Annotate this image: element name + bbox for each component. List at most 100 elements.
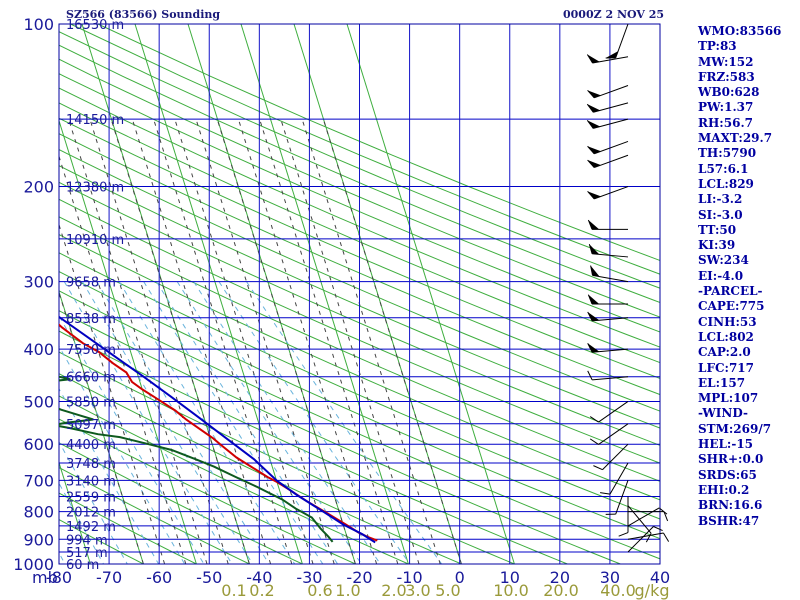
height-label: 1492 m <box>66 520 116 535</box>
mixing-ratio-label: 3.0 <box>405 581 430 600</box>
index-entry: LCL:802 <box>698 329 754 344</box>
wind-barb-feather <box>600 492 611 495</box>
stability-index-panel: WMO:83566 TP:83 MW:152 FRZ:583 WB0:628 PW:1.3… <box>698 24 798 529</box>
plot-frame <box>58 23 661 565</box>
chart-title: SZ566 (83566) Sounding <box>66 8 221 21</box>
pressure-tick-label: 100 <box>23 15 54 34</box>
mixing-ratio-line <box>246 281 443 564</box>
wind-barb-staff <box>592 253 629 258</box>
wind-barb-staff <box>598 423 629 445</box>
height-label: 517 m <box>66 546 108 561</box>
index-entry: LI:-3.2 <box>698 192 743 207</box>
wind-barb-pennant <box>587 191 601 199</box>
mixing-ratio-line <box>59 387 160 564</box>
moist-adiabat-line <box>237 118 378 564</box>
moist-adiabat-line <box>280 118 420 564</box>
wind-barb-pennant <box>590 265 600 277</box>
index-entry: EHI:0.2 <box>698 482 750 497</box>
wind-barb-feather <box>658 507 668 515</box>
mixing-ratio-label: 1.0 <box>335 581 360 600</box>
wind-barb-staff <box>598 401 629 423</box>
index-entry: TP:83 <box>698 39 737 54</box>
moist-adiabat-line <box>59 154 187 564</box>
wind-barb-staff <box>594 186 629 200</box>
pressure-tick-label: 900 <box>23 530 54 549</box>
moist-adiabat-line <box>195 118 335 564</box>
sounding-traces <box>59 315 378 544</box>
index-entry: HEL:-15 <box>698 437 754 452</box>
plot-border <box>58 23 661 565</box>
dry-adiabat-line <box>59 133 660 396</box>
mixing-ratio-line <box>59 345 186 564</box>
parcel-trace <box>59 315 376 544</box>
pressure-tick-label: 200 <box>23 178 54 197</box>
wind-barb-feather <box>593 465 603 471</box>
isotherm-line <box>240 23 409 565</box>
dry-adiabat-line <box>59 73 660 333</box>
index-entry: STM:269/7 <box>698 421 772 436</box>
index-entry: WB0:628 <box>698 85 760 100</box>
height-label: 994 m <box>66 533 108 548</box>
dry-adiabat-line <box>59 58 660 318</box>
chart-valid-time: 0000Z 2 NOV 25 <box>563 8 665 21</box>
wind-barb-staff <box>594 140 629 155</box>
dry-adiabat-line <box>59 148 660 412</box>
wind-barb-staff <box>592 56 629 64</box>
moist-adiabat-line <box>68 118 208 564</box>
index-entry: SRDS:65 <box>698 467 757 482</box>
wind-barb-staff <box>593 102 629 113</box>
mixing-ratio-label: 20.0 <box>543 581 579 600</box>
mixing-ratio-line <box>218 281 411 564</box>
wind-barb-staff <box>602 443 629 471</box>
height-label: 4400 m <box>66 438 116 453</box>
wind-barb-pennant <box>588 219 600 230</box>
index-entry: L57:6.1 <box>698 161 749 176</box>
mixing-ratio-line <box>176 281 362 564</box>
index-entry: FRZ:583 <box>698 69 755 84</box>
index-entry: MW:152 <box>698 54 754 69</box>
wind-barb-staff <box>594 85 629 99</box>
wind-barb-pennant <box>587 104 601 113</box>
index-entry: -PARCEL- <box>698 284 763 299</box>
mixing-ratio-line <box>143 281 324 564</box>
wind-barb-pennant <box>587 160 601 168</box>
height-label: 5850 m <box>66 395 116 410</box>
moist-adiabat-line <box>153 118 293 564</box>
wind-barb-staff <box>627 507 660 527</box>
index-entry: SW:234 <box>698 253 749 268</box>
temperature-tick-label: -10 <box>397 568 423 587</box>
wind-barb-feather <box>653 526 663 532</box>
height-label: 2559 m <box>66 491 116 506</box>
height-label: 10910 m <box>66 233 124 248</box>
wind-barb-staff <box>627 532 664 540</box>
index-entry: SHR+:0.0 <box>698 452 764 467</box>
wind-barb-feather <box>589 438 599 445</box>
temperature-tick-label: 40 <box>650 568 670 587</box>
index-entry: MPL:107 <box>698 391 759 406</box>
wind-barb-feather <box>618 532 629 537</box>
moist-adiabat-line <box>59 223 166 564</box>
height-label: 12380 m <box>66 181 124 196</box>
index-entry: PW:1.37 <box>698 100 754 115</box>
height-label: 60 m <box>66 558 99 573</box>
mixing-ratio-label: 0.6 <box>307 581 332 600</box>
wind-barb-staff <box>615 480 629 515</box>
dry-adiabat-line <box>59 395 409 564</box>
index-entry: RH:56.7 <box>698 115 753 130</box>
dry-adiabat-line <box>59 102 660 364</box>
pressure-tick-label: 500 <box>23 392 54 411</box>
dry-adiabat-line <box>59 165 660 429</box>
mixing-ratio-label: 10.0 <box>493 581 529 600</box>
height-label: 7550 m <box>66 343 116 358</box>
index-entry: BRN:16.6 <box>698 498 763 513</box>
wind-barb-pennant <box>587 90 601 98</box>
temperature-tick-label: -30 <box>296 568 322 587</box>
moist-adiabat-line <box>89 118 229 564</box>
mixing-ratio-label: 2.0 <box>381 581 406 600</box>
height-label: 3748 m <box>66 457 116 472</box>
mixing-ratio-line <box>59 314 205 564</box>
height-label: 16530 m <box>66 18 124 33</box>
temperature-tick-label: -60 <box>146 568 172 587</box>
height-label: 5097 m <box>66 418 116 433</box>
